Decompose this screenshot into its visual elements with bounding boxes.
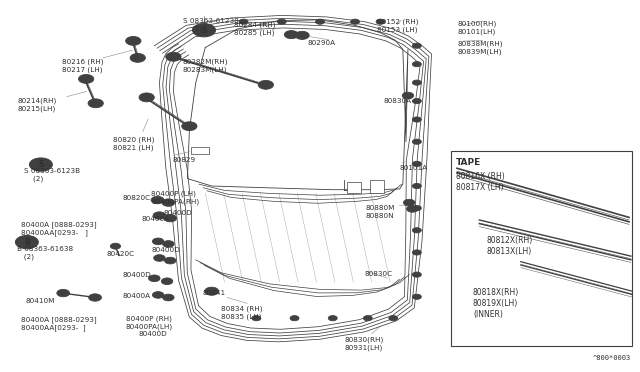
Circle shape bbox=[284, 31, 298, 39]
Bar bbox=[370, 180, 384, 193]
Circle shape bbox=[239, 19, 248, 24]
Text: 80829: 80829 bbox=[172, 157, 195, 163]
Circle shape bbox=[135, 56, 140, 60]
Bar bbox=[191, 147, 209, 154]
Text: 80400D: 80400D bbox=[122, 272, 151, 278]
Circle shape bbox=[165, 280, 169, 282]
Text: 80830(RH)
80931(LH): 80830(RH) 80931(LH) bbox=[344, 337, 383, 351]
Text: 80284 (RH)
80285 (LH): 80284 (RH) 80285 (LH) bbox=[234, 22, 275, 36]
Circle shape bbox=[406, 94, 410, 97]
Text: 80816X (RH)
80817X (LH): 80816X (RH) 80817X (LH) bbox=[456, 172, 505, 192]
Text: 80100(RH)
80101(LH): 80100(RH) 80101(LH) bbox=[457, 20, 496, 35]
Circle shape bbox=[156, 199, 160, 201]
Circle shape bbox=[166, 201, 171, 204]
Circle shape bbox=[144, 96, 149, 99]
Circle shape bbox=[402, 92, 413, 99]
Circle shape bbox=[205, 287, 219, 295]
Circle shape bbox=[114, 245, 117, 247]
Circle shape bbox=[152, 292, 164, 298]
Circle shape bbox=[415, 207, 419, 209]
Circle shape bbox=[161, 278, 173, 285]
Text: ^800*0003: ^800*0003 bbox=[593, 355, 631, 361]
Text: 80400A: 80400A bbox=[122, 293, 150, 299]
Circle shape bbox=[166, 296, 170, 299]
Circle shape bbox=[15, 235, 38, 249]
Text: 80290A: 80290A bbox=[307, 40, 335, 46]
Text: 80400A [0888-0293]
80400AA[0293-   ]: 80400A [0888-0293] 80400AA[0293- ] bbox=[20, 221, 96, 236]
Circle shape bbox=[164, 257, 176, 264]
Circle shape bbox=[389, 315, 397, 321]
Circle shape bbox=[263, 83, 269, 86]
Circle shape bbox=[157, 257, 161, 259]
Circle shape bbox=[83, 77, 89, 80]
Text: 80812X(RH)
80813X(LH): 80812X(RH) 80813X(LH) bbox=[487, 236, 533, 256]
Text: 80830A: 80830A bbox=[384, 98, 412, 104]
Text: 80400D: 80400D bbox=[138, 331, 167, 337]
Circle shape bbox=[130, 54, 145, 62]
Circle shape bbox=[412, 117, 421, 122]
Text: 80410M: 80410M bbox=[26, 298, 55, 304]
Circle shape bbox=[406, 206, 418, 212]
Text: 80400P (LH)
80400PA(RH): 80400P (LH) 80400PA(RH) bbox=[151, 190, 199, 205]
Circle shape bbox=[289, 33, 294, 36]
Circle shape bbox=[415, 230, 419, 231]
Text: 80400A [0888-0293]
80400AA[0293-  ]: 80400A [0888-0293] 80400AA[0293- ] bbox=[20, 316, 96, 331]
Text: 80841: 80841 bbox=[202, 290, 225, 296]
Circle shape bbox=[415, 296, 419, 298]
Circle shape bbox=[412, 99, 421, 104]
Circle shape bbox=[366, 317, 369, 319]
Circle shape bbox=[316, 19, 324, 24]
Circle shape bbox=[290, 315, 299, 321]
Circle shape bbox=[168, 259, 172, 262]
Circle shape bbox=[351, 19, 360, 24]
Circle shape bbox=[164, 214, 177, 222]
Circle shape bbox=[412, 294, 421, 299]
Circle shape bbox=[57, 289, 70, 297]
Text: TAPE: TAPE bbox=[456, 158, 482, 167]
Circle shape bbox=[209, 290, 214, 293]
Circle shape bbox=[242, 21, 245, 23]
Circle shape bbox=[403, 199, 415, 206]
Bar bbox=[347, 182, 361, 193]
Circle shape bbox=[252, 315, 260, 321]
Circle shape bbox=[152, 277, 156, 279]
Text: S 08363-6123B
    (2): S 08363-6123B (2) bbox=[24, 168, 80, 182]
Text: 80818X(RH)
80819X(LH)
(INNER): 80818X(RH) 80819X(LH) (INNER) bbox=[473, 288, 519, 319]
Circle shape bbox=[139, 93, 154, 102]
Circle shape bbox=[148, 275, 160, 282]
Circle shape bbox=[376, 19, 385, 24]
Circle shape bbox=[88, 99, 103, 108]
Circle shape bbox=[61, 292, 65, 294]
Circle shape bbox=[125, 36, 141, 45]
Circle shape bbox=[187, 125, 192, 128]
Circle shape bbox=[151, 196, 164, 204]
Circle shape bbox=[415, 251, 419, 253]
Circle shape bbox=[193, 23, 216, 37]
Circle shape bbox=[29, 158, 52, 171]
Circle shape bbox=[412, 161, 421, 166]
Text: 80101A: 80101A bbox=[399, 164, 428, 171]
Text: S: S bbox=[202, 26, 207, 35]
Circle shape bbox=[162, 199, 175, 206]
Circle shape bbox=[412, 206, 421, 211]
Circle shape bbox=[353, 21, 356, 23]
Text: 80820 (RH)
80821 (LH): 80820 (RH) 80821 (LH) bbox=[113, 136, 154, 151]
Text: 80400D: 80400D bbox=[164, 210, 193, 216]
Circle shape bbox=[258, 80, 273, 89]
Text: S 08363-61238
    (2): S 08363-61238 (2) bbox=[183, 18, 239, 32]
Text: 80400P (RH)
80400PA(LH): 80400P (RH) 80400PA(LH) bbox=[125, 316, 173, 330]
Circle shape bbox=[392, 317, 395, 319]
Circle shape bbox=[163, 241, 174, 247]
Text: 80834 (RH)
80835 (LH): 80834 (RH) 80835 (LH) bbox=[221, 306, 263, 321]
Circle shape bbox=[110, 243, 120, 249]
Text: 80838M(RH)
80839M(LH): 80838M(RH) 80839M(LH) bbox=[457, 40, 502, 55]
Text: 80830C: 80830C bbox=[365, 271, 393, 277]
Circle shape bbox=[79, 74, 94, 83]
Text: 80400D: 80400D bbox=[151, 247, 180, 253]
Text: 80880M
80880N: 80880M 80880N bbox=[366, 205, 396, 219]
Circle shape bbox=[277, 19, 286, 24]
Circle shape bbox=[89, 294, 101, 301]
Circle shape bbox=[415, 119, 419, 121]
Circle shape bbox=[412, 228, 421, 233]
Circle shape bbox=[331, 317, 334, 319]
